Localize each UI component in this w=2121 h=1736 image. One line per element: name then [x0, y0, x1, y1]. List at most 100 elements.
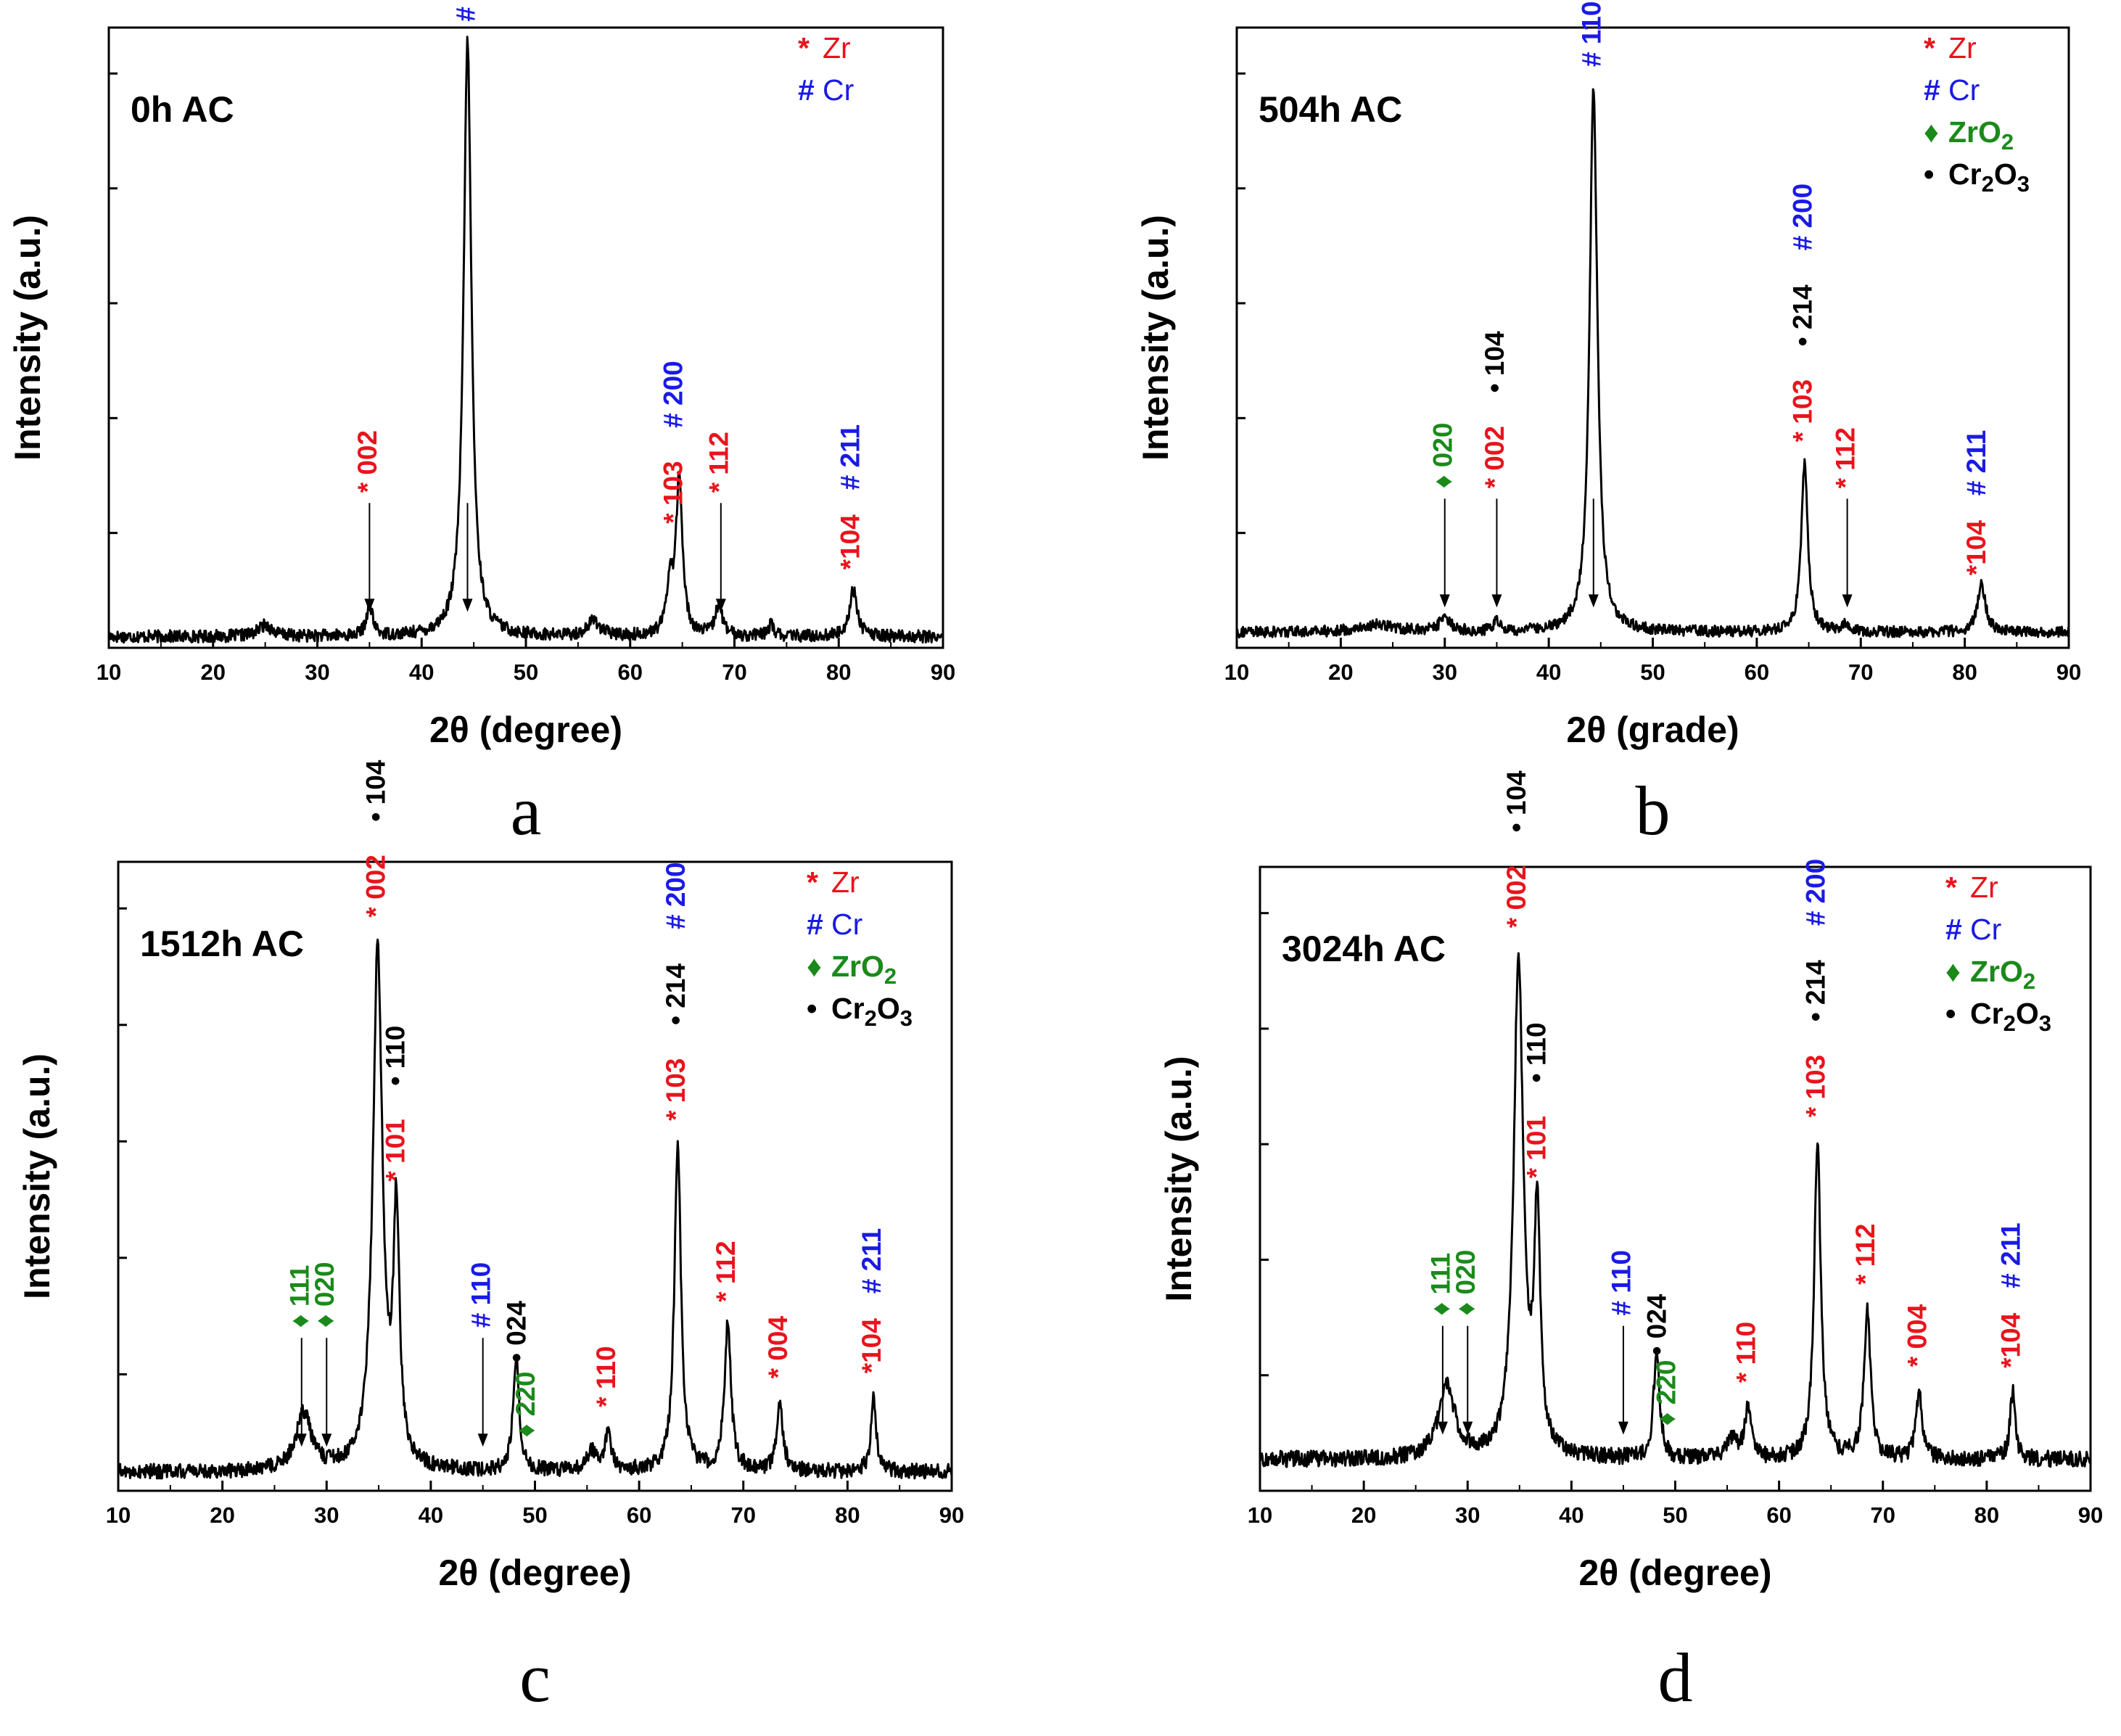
arrow-head	[296, 1433, 307, 1447]
legend-symbol: •	[1924, 157, 1934, 191]
peak-label: # 200	[658, 361, 688, 428]
peak-label: ♦ 220	[511, 1372, 540, 1438]
panel-title: 1512h AC	[140, 923, 304, 964]
x-tick-label: 20	[1328, 659, 1353, 685]
legend-symbol: •	[807, 992, 817, 1025]
peak-label: # 211	[857, 1228, 886, 1294]
peak-label: • 104	[1502, 770, 1531, 832]
panel-b: 10 20 30 40 50 60 70 80 90 2θ (grade) Intensity (a…	[1135, 1, 2081, 850]
peak-label: # 211	[1961, 430, 1991, 496]
x-tick-label: 40	[409, 659, 434, 685]
arrow-head	[1462, 1421, 1473, 1435]
x-tick-label: 30	[1433, 659, 1457, 685]
panel-title: 3024h AC	[1282, 929, 1446, 969]
x-tick-label: 30	[305, 659, 329, 685]
panel-letter: b	[1636, 772, 1671, 850]
x-tick-label: 20	[210, 1502, 234, 1528]
x-tick-label: 70	[1848, 659, 1873, 685]
xrd-trace	[1235, 88, 2070, 639]
arrow-head	[1491, 594, 1502, 608]
peak-label: # 200	[661, 862, 691, 929]
legend-label: Cr2O3	[1970, 997, 2051, 1036]
panel-d: 10 20 30 40 50 60 70 80 90 2θ (degree) Intensity (…	[1158, 770, 2103, 1716]
peak-label: • 110	[381, 1026, 411, 1086]
x-tick-label: 90	[931, 659, 955, 685]
legend-label: Zr	[1970, 871, 1998, 904]
peak-label: # 110	[450, 0, 480, 22]
panel-letter: a	[511, 772, 542, 850]
x-tick-label: 90	[939, 1502, 964, 1528]
legend-symbol: #	[798, 73, 815, 107]
peak-label: * 103	[1788, 379, 1818, 442]
peak-label: • 024	[501, 1301, 531, 1362]
x-axis-label: 2θ (degree)	[429, 709, 622, 750]
arrow-head	[321, 1433, 332, 1447]
arrow-head	[1439, 594, 1450, 608]
legend-label: Cr	[831, 908, 862, 941]
legend-label: Zr	[1948, 31, 1977, 65]
legend-label: ZrO2	[1948, 115, 2014, 155]
x-tick-label: 50	[514, 659, 538, 685]
x-tick-label: 10	[1224, 659, 1249, 685]
x-tick-label: 40	[1559, 1502, 1583, 1528]
xrd-trace	[117, 938, 953, 1480]
peak-label: * 002	[1480, 426, 1510, 488]
arrow-head	[715, 598, 726, 612]
peak-label: • 104	[361, 760, 390, 821]
x-tick-label: 60	[618, 659, 643, 685]
x-tick-label: 20	[1351, 1502, 1376, 1528]
peak-label: * 103	[658, 461, 688, 523]
peak-label: • 104	[1480, 331, 1510, 392]
peak-label: * 112	[711, 1241, 741, 1301]
x-tick-label: 50	[1640, 659, 1665, 685]
peak-label: • 214	[661, 963, 691, 1025]
peak-label: * 103	[1800, 1055, 1830, 1117]
peak-label: * 002	[1502, 865, 1531, 928]
peak-label: * 002	[361, 855, 390, 917]
peak-label: * 002	[353, 430, 382, 493]
legend-symbol: *	[798, 31, 810, 65]
peak-label: * 004	[763, 1316, 793, 1379]
legend-label: Cr	[1970, 913, 2001, 946]
x-tick-label: 30	[314, 1502, 339, 1528]
peak-label: * 110	[1731, 1322, 1760, 1383]
x-tick-label: 90	[2078, 1502, 2103, 1528]
legend-symbol: ♦	[1924, 115, 1939, 149]
x-axis-label: 2θ (degree)	[1579, 1552, 1772, 1593]
peak-label: *104	[1961, 520, 1991, 576]
legend-label: Cr2O3	[831, 992, 913, 1031]
peak-label: # 110	[1577, 1, 1607, 67]
legend-symbol: •	[1945, 997, 1956, 1030]
legend-label: Zr	[823, 31, 851, 65]
peak-label: * 101	[1521, 1116, 1551, 1178]
x-tick-label: 70	[731, 1502, 756, 1528]
legend-symbol: ♦	[807, 950, 822, 983]
x-tick-label: 10	[106, 1502, 131, 1528]
x-tick-label: 60	[627, 1502, 651, 1528]
legend-symbol: ♦	[1945, 955, 1961, 988]
arrow-head	[477, 1433, 488, 1447]
peak-label: # 110	[1607, 1250, 1636, 1316]
x-tick-label: 80	[1974, 1502, 1999, 1528]
peak-label: * 112	[1830, 427, 1860, 488]
panel-letter: c	[519, 1639, 551, 1716]
legend-symbol: #	[1924, 73, 1940, 107]
xrd-trace	[1259, 952, 2092, 1468]
panel-c: 10 20 30 40 50 60 70 80 90 2θ (degree) Intensity (…	[17, 760, 964, 1716]
peak-label: * 110	[591, 1346, 621, 1407]
x-tick-label: 80	[1952, 659, 1977, 685]
peak-label: ♦ 220	[1651, 1360, 1681, 1426]
x-tick-label: 70	[1871, 1502, 1895, 1528]
legend-label: ZrO2	[831, 950, 897, 989]
panel-letter: d	[1658, 1639, 1693, 1716]
legend-label: Cr	[823, 73, 854, 107]
arrow-head	[462, 598, 473, 612]
legend-label: Cr2O3	[1948, 157, 2030, 197]
peak-label: • 214	[1800, 960, 1830, 1021]
legend-symbol: #	[807, 908, 823, 941]
x-tick-label: 80	[835, 1502, 860, 1528]
xrd-trace	[107, 36, 944, 644]
legend-label: Zr	[831, 865, 860, 899]
y-axis-label: Intensity (a.u.)	[7, 215, 48, 461]
x-tick-label: 50	[522, 1502, 547, 1528]
